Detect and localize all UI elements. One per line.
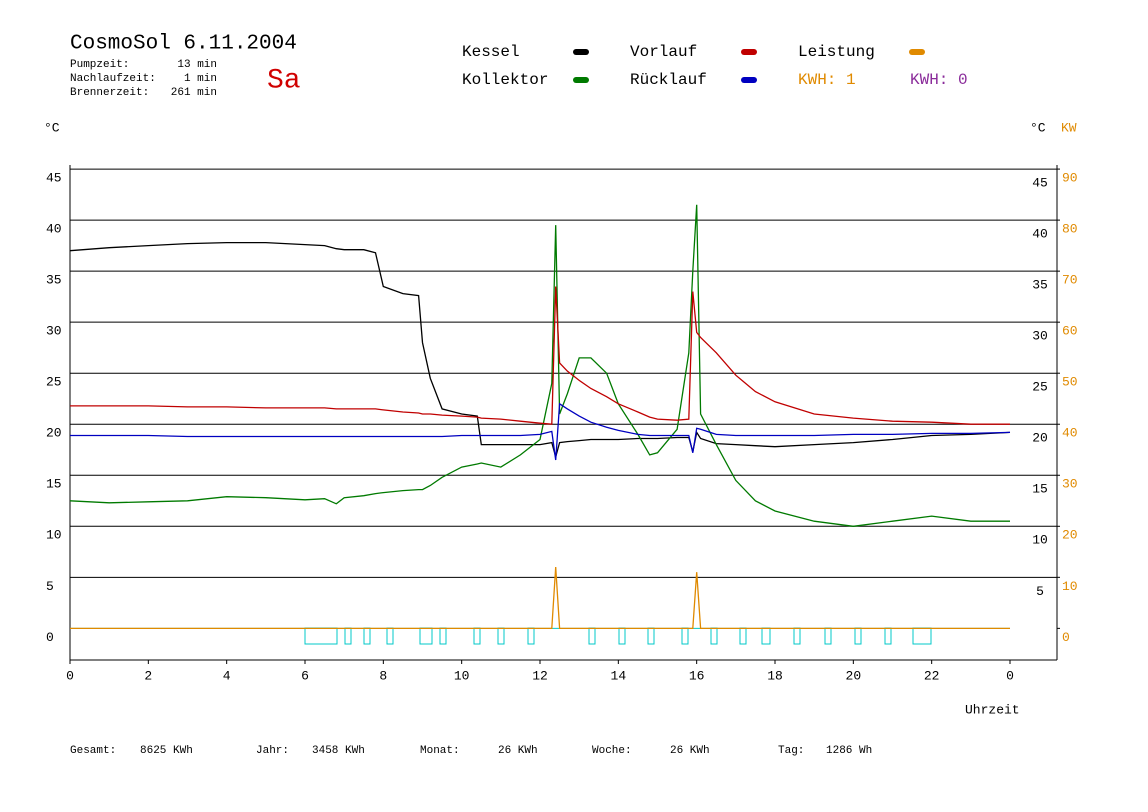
footer-value: 1286 Wh <box>826 745 872 757</box>
legend-label: Vorlauf <box>630 43 697 61</box>
y-tick-label: 30 <box>46 324 62 339</box>
info-label: Pumpzeit: <box>70 59 129 71</box>
x-tick-label: 20 <box>846 668 862 683</box>
y-tick-label-right: 20 <box>1032 431 1048 446</box>
y-tick-label-right: 35 <box>1032 278 1048 293</box>
burner-pulses <box>304 627 932 645</box>
y2-tick-label: 60 <box>1062 324 1078 339</box>
y-tick-label: 15 <box>46 477 62 492</box>
x-tick-label: 0 <box>66 668 74 683</box>
info-value: 261 min <box>171 87 217 99</box>
footer-value: 26 KWh <box>498 745 538 757</box>
y-tick-label: 35 <box>46 273 62 288</box>
kwh-label: KWH: 1 <box>798 71 856 89</box>
x-tick-label: 6 <box>301 668 309 683</box>
series-line <box>70 567 1010 630</box>
legend-label: Kollektor <box>462 71 548 89</box>
footer-value: 8625 KWh <box>140 745 193 757</box>
x-tick-label: 14 <box>611 668 627 683</box>
y2-tick-label: 70 <box>1062 273 1078 288</box>
x-tick-label: 10 <box>454 668 470 683</box>
y-tick-label: 40 <box>46 222 62 237</box>
x-tick-label: 16 <box>689 668 705 683</box>
series-line <box>70 402 1011 461</box>
y2-tick-label: 80 <box>1062 222 1078 237</box>
footer-value: 3458 KWh <box>312 745 365 757</box>
info-label: Nachlaufzeit: <box>70 73 156 85</box>
y2-axis-label: KW <box>1061 120 1077 135</box>
y-tick-label: 20 <box>46 426 62 441</box>
footer-label: Jahr: <box>256 745 289 757</box>
y-tick-label: 5 <box>46 579 54 594</box>
footer-label: Woche: <box>592 745 632 757</box>
day: Sa <box>267 65 301 96</box>
y-tick-label: 45 <box>46 171 62 186</box>
y2-tick-label: 30 <box>1062 477 1078 492</box>
y-tick-label-right: 15 <box>1032 482 1048 497</box>
y-tick-label-right: 25 <box>1032 380 1048 395</box>
series-line <box>69 241 1011 460</box>
info-value: 1 min <box>184 73 217 85</box>
y2-tick-label: 10 <box>1062 579 1078 594</box>
y-tick-label: 0 <box>46 630 54 645</box>
legend-label: Kessel <box>462 43 520 61</box>
footer-label: Gesamt: <box>70 745 116 757</box>
kwh-label: KWH: 0 <box>910 71 968 89</box>
x-tick-label: 0 <box>1006 668 1014 683</box>
legend-label: Rücklauf <box>630 71 707 89</box>
y2-tick-label: 0 <box>1062 630 1070 645</box>
y-tick-label: 10 <box>46 528 62 543</box>
y-tick-label-right: 45 <box>1032 176 1048 191</box>
series-line <box>69 204 1010 527</box>
chart-title: CosmoSol 6.11.2004 <box>70 33 297 56</box>
footer-label: Tag: <box>778 745 804 757</box>
y-tick-label: 25 <box>46 375 62 390</box>
series-line <box>70 286 1010 425</box>
y2-tick-label: 40 <box>1062 426 1078 441</box>
info-value: 13 min <box>177 59 217 71</box>
x-tick-label: 4 <box>223 668 231 683</box>
footer-label: Monat: <box>420 745 460 757</box>
x-tick-label: 12 <box>532 668 548 683</box>
y2-axis-label-c: °C <box>1030 120 1046 135</box>
y-tick-label-right: 30 <box>1032 329 1048 344</box>
legend-label: Leistung <box>798 43 875 61</box>
x-tick-label: 18 <box>767 668 783 683</box>
x-axis-label: Uhrzeit <box>965 702 1020 717</box>
y-tick-label-right: 10 <box>1032 533 1048 548</box>
x-tick-label: 2 <box>144 668 152 683</box>
y2-tick-label: 20 <box>1062 528 1078 543</box>
y2-tick-label: 90 <box>1062 171 1078 186</box>
info-label: Brennerzeit: <box>70 87 149 99</box>
footer-value: 26 KWh <box>670 745 710 757</box>
x-tick-label: 22 <box>924 668 940 683</box>
y2-tick-label: 50 <box>1062 375 1078 390</box>
y-tick-label-right: 5 <box>1036 584 1044 599</box>
y-axis-label: °C <box>44 120 60 135</box>
x-tick-label: 8 <box>379 668 387 683</box>
y-tick-label-right: 40 <box>1032 227 1048 242</box>
